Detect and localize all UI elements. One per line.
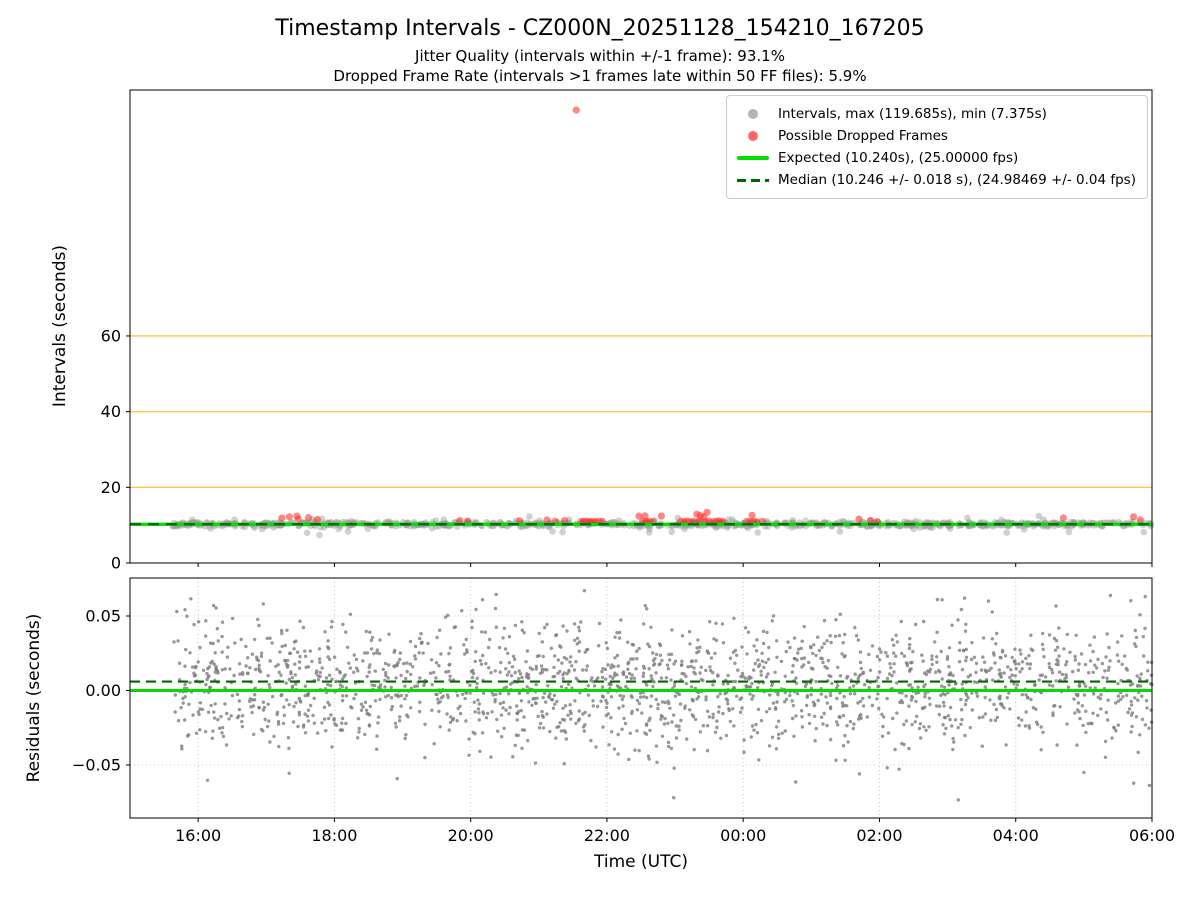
legend-item-dropped-frames: Possible Dropped Frames bbox=[735, 125, 1136, 147]
time-tick-label: 22:00 bbox=[584, 826, 630, 845]
residuals-points bbox=[172, 589, 1154, 802]
legend-label-intervals: Intervals, max (119.685s), min (7.375s) bbox=[777, 106, 1047, 122]
dropped-frame-rate-subtitle: Dropped Frame Rate (intervals >1 frames … bbox=[333, 67, 867, 85]
time-tick-label: 00:00 bbox=[720, 826, 766, 845]
jitter-quality-subtitle: Jitter Quality (intervals within +/-1 fr… bbox=[415, 47, 785, 65]
intervals-ytick-label: 40 bbox=[101, 402, 121, 421]
time-axis-label: Time (UTC) bbox=[594, 852, 688, 872]
legend-label-expected: Expected (10.240s), (25.00000 fps) bbox=[777, 150, 1019, 166]
intervals-gridlines bbox=[130, 335, 1152, 489]
intervals-ytick-label: 60 bbox=[101, 326, 121, 345]
residuals-ytick-label: 0.05 bbox=[85, 606, 121, 625]
intervals-ytick-label: 0 bbox=[111, 554, 121, 573]
residuals-axis-label: Residuals (seconds) bbox=[24, 613, 44, 783]
green-line-marker-icon bbox=[735, 156, 771, 160]
dark-green-dashed-marker-icon bbox=[735, 178, 771, 182]
red-dot-marker-icon bbox=[735, 131, 771, 141]
legend-item-intervals: Intervals, max (119.685s), min (7.375s) bbox=[735, 103, 1136, 125]
residuals-ytick-label: −0.05 bbox=[72, 755, 121, 774]
gray-dot-marker-icon bbox=[735, 109, 771, 119]
time-tick-label: 04:00 bbox=[993, 826, 1039, 845]
intervals-axis-label: Intervals (seconds) bbox=[50, 244, 70, 408]
intervals-ytick-label: 20 bbox=[101, 478, 121, 497]
time-tick-label: 18:00 bbox=[311, 826, 357, 845]
max-interval-outlier-point bbox=[572, 106, 580, 114]
time-tick-label: 02:00 bbox=[856, 826, 902, 845]
time-tick-label: 16:00 bbox=[175, 826, 221, 845]
page-title: Timestamp Intervals - CZ000N_20251128_15… bbox=[275, 16, 925, 41]
legend: Intervals, max (119.685s), min (7.375s) … bbox=[725, 95, 1148, 199]
residuals-axes-frame: 16:00 18:00 20:00 22:00 00:00 02:00 04:00 06:00… bbox=[72, 577, 1175, 845]
legend-item-expected: Expected (10.240s), (25.00000 fps) bbox=[735, 147, 1136, 169]
legend-label-median: Median (10.246 +/- 0.018 s), (24.98469 +… bbox=[777, 172, 1136, 188]
residuals-ytick-label: 0.00 bbox=[85, 681, 121, 700]
legend-label-dropped-frames: Possible Dropped Frames bbox=[777, 128, 948, 144]
legend-item-median: Median (10.246 +/- 0.018 s), (24.98469 +… bbox=[735, 169, 1136, 191]
intervals-axes-frame: 0 20 40 60 bbox=[101, 89, 1153, 573]
time-tick-label: 20:00 bbox=[448, 826, 494, 845]
time-tick-label: 06:00 bbox=[1129, 826, 1175, 845]
